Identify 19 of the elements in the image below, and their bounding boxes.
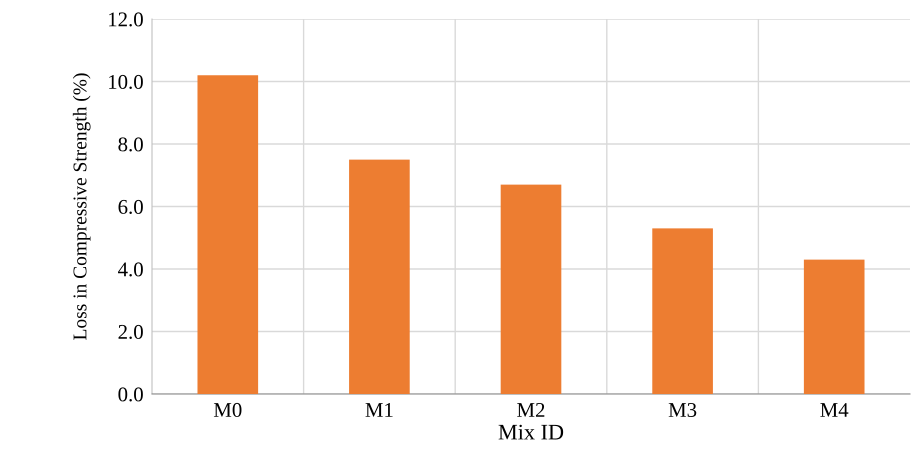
y-tick-label: 4.0 (118, 262, 143, 277)
bar (652, 228, 713, 394)
y-tick-label: 0.0 (118, 387, 143, 402)
x-tick-label: M3 (668, 402, 696, 417)
y-axis-title: Loss in Compressive Strength (%) (72, 73, 91, 340)
y-tick-label: 6.0 (118, 200, 143, 214)
y-tick-label: 8.0 (118, 137, 143, 152)
bar (500, 184, 562, 394)
x-tick-label: M4 (820, 403, 848, 417)
y-tick-label: 10.0 (109, 74, 143, 90)
y-tick-label: 12.0 (109, 12, 143, 27)
bar (349, 160, 410, 394)
x-tick-label: M1 (366, 403, 393, 417)
x-tick-label: M0 (214, 402, 242, 417)
y-tick-label: 2.0 (118, 324, 143, 340)
bar (197, 75, 258, 394)
x-tick-label: M2 (517, 402, 544, 417)
bar (804, 260, 865, 394)
x-axis-title: Mix ID (498, 424, 564, 440)
